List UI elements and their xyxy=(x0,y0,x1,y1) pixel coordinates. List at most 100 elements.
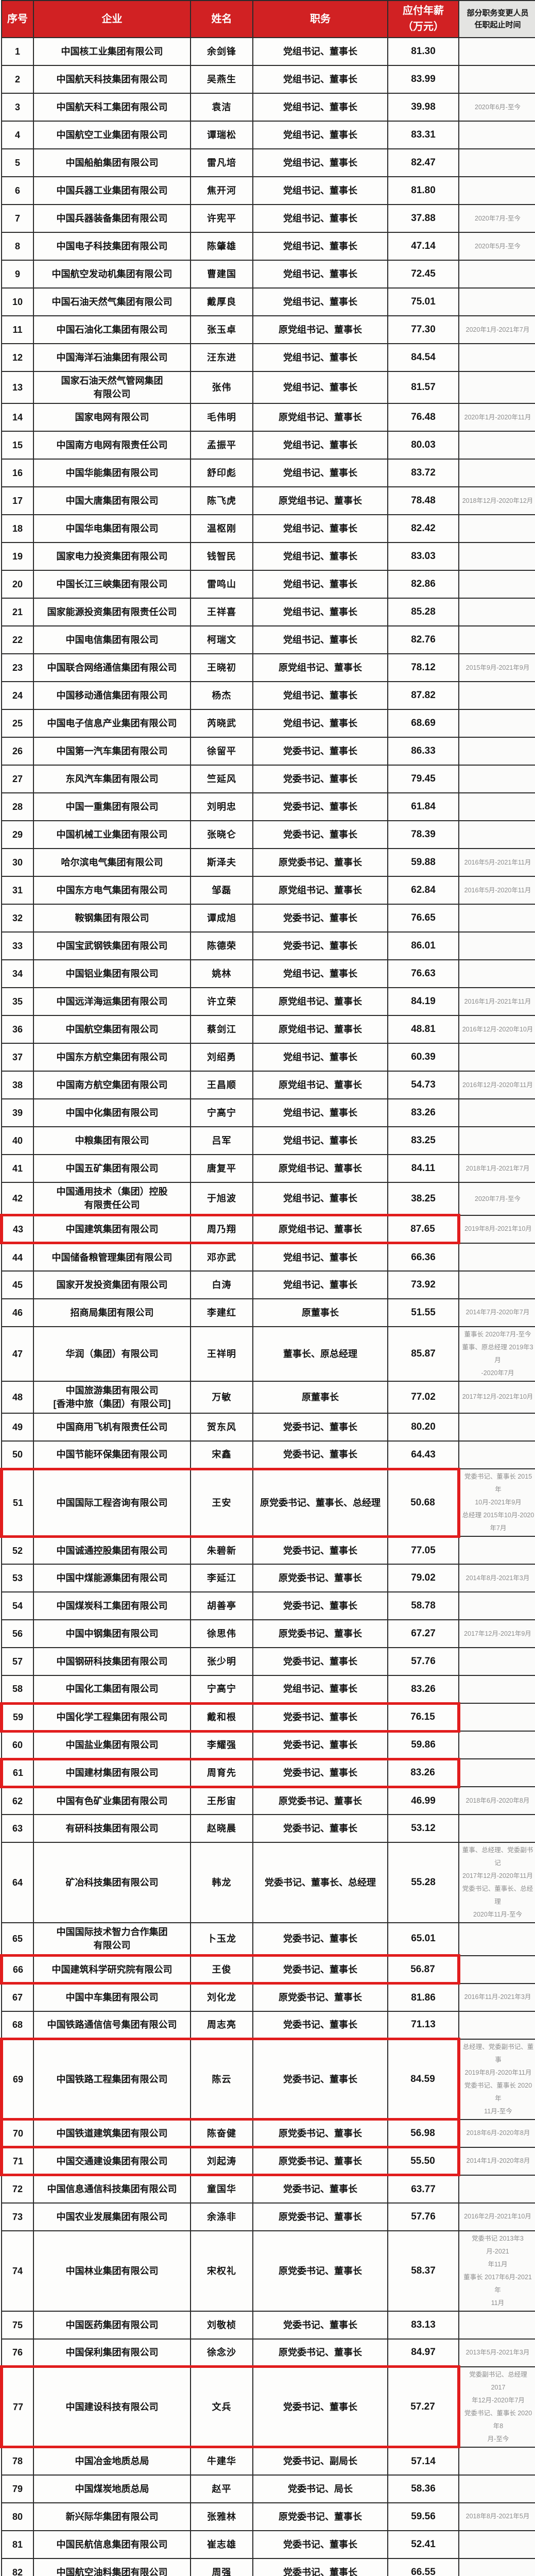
cell-position: 党委书记、董事长 xyxy=(252,1647,388,1676)
header-row: 序号 企业 姓名 职务 应付年薪 （万元） 部分职务变更人员 任职起止时间 xyxy=(1,0,535,38)
cell-position: 原董事长 xyxy=(252,1298,388,1327)
cell-company: 中国中化集团有限公司 xyxy=(33,1098,191,1128)
cell-position: 原党委书记、董事长、总经理 xyxy=(252,1467,388,1538)
cell-salary: 64.43 xyxy=(387,1440,459,1470)
cell-company: 中国移动通信集团有限公司 xyxy=(33,681,191,710)
cell-name: 朱碧新 xyxy=(190,1536,253,1565)
cell-company: 中国兵器装备集团有限公司 xyxy=(33,204,191,233)
cell-company: 中国节能环保集团有限公司 xyxy=(33,1440,191,1470)
cell-company: 中国航天科技集团有限公司 xyxy=(33,65,191,94)
table-row: 14 国家电网有限公司 毛伟明 原党组书记、董事长 76.48 2020年1月-2020年… xyxy=(1,403,535,432)
cell-company: 中国海洋石油集团有限公司 xyxy=(33,343,191,372)
cell-position: 党委书记、董事长 xyxy=(252,2038,388,2121)
cell-seq: 17 xyxy=(1,486,34,516)
cell-position: 原党委书记、董事长 xyxy=(252,848,388,877)
table-row: 81 中国民航信息集团有限公司 崔志雄 党委书记、董事长 52.41 xyxy=(1,2530,535,2559)
cell-company: 中国铝业集团有限公司 xyxy=(33,959,191,989)
cell-seq: 34 xyxy=(1,959,34,989)
cell-salary: 82.76 xyxy=(387,625,459,655)
cell-salary: 83.26 xyxy=(387,1098,459,1128)
cell-position: 党组书记、董事长 xyxy=(252,1182,388,1216)
cell-name: 张玉卓 xyxy=(190,315,253,344)
cell-seq: 5 xyxy=(1,148,34,177)
cell-position: 党委书记、董事长 xyxy=(252,1591,388,1621)
cell-salary: 78.39 xyxy=(387,820,459,850)
cell-salary: 81.57 xyxy=(387,370,459,404)
cell-position: 原党组书记、董事长 xyxy=(252,403,388,432)
cell-position: 党组书记、董事长 xyxy=(252,343,388,372)
table-row: 45 国家开发投资集团有限公司 白涛 党组书记、董事长 73.92 xyxy=(1,1270,535,1299)
table-row: 75 中国医药集团有限公司 刘敬桢 党委书记、董事长 83.13 xyxy=(1,2310,535,2340)
cell-tenure xyxy=(458,765,535,794)
cell-company: 中国华能集团有限公司 xyxy=(33,459,191,488)
cell-name: 焦开河 xyxy=(190,176,253,205)
table-row: 59 中国化学工程集团有限公司 戴和根 党委书记、董事长 76.15 xyxy=(0,1702,535,1733)
cell-company: 中国联合网络通信集团有限公司 xyxy=(33,653,191,683)
cell-name: 吴燕生 xyxy=(190,65,253,94)
cell-salary: 83.13 xyxy=(387,2310,459,2340)
cell-tenure: 党委副书记、总经理 2017 年12月-2020年7月 党委书记、董事长 202… xyxy=(458,2366,535,2448)
cell-seq: 15 xyxy=(1,431,34,460)
cell-salary: 58.37 xyxy=(387,2230,459,2312)
cell-seq: 51 xyxy=(0,1467,34,1538)
cell-position: 党委书记、董事长 xyxy=(252,820,388,850)
cell-tenure xyxy=(458,1270,535,1299)
header-seq: 序号 xyxy=(1,0,34,38)
cell-position: 原党委书记、董事长 xyxy=(252,2502,388,2531)
cell-tenure: 2015年9月-2021年9月 xyxy=(458,653,535,683)
cell-position: 党组书记、董事长 xyxy=(252,204,388,233)
cell-position: 党委书记、董事长 xyxy=(252,765,388,794)
cell-company: 中国南方航空集团有限公司 xyxy=(33,1071,191,1100)
cell-position: 党委书记、董事长 xyxy=(252,2174,388,2204)
cell-salary: 83.25 xyxy=(387,1126,459,1156)
cell-company: 中国建设科技有限公司 xyxy=(33,2365,191,2449)
cell-tenure: 党委书记、董事长 2015年 10月-2021年9月 总经理 2015年10月-… xyxy=(458,1468,535,1537)
cell-tenure: 2016年1月-2021年11月 xyxy=(458,987,535,1016)
cell-position: 原党组书记、董事长 xyxy=(252,876,388,905)
cell-salary: 78.48 xyxy=(387,486,459,516)
cell-salary: 86.01 xyxy=(387,931,459,961)
cell-seq: 9 xyxy=(1,260,34,289)
cell-company: 中国铁路工程集团有限公司 xyxy=(33,2038,191,2121)
cell-salary: 76.15 xyxy=(387,1702,460,1733)
cell-salary: 87.82 xyxy=(387,681,459,710)
cell-seq: 32 xyxy=(1,904,34,933)
cell-name: 牛建华 xyxy=(190,2446,253,2476)
table-row: 63 有研科技集团有限公司 赵晓晨 党委书记、董事长 53.12 xyxy=(1,1814,535,1843)
cell-name: 刘敬桢 xyxy=(190,2310,253,2340)
cell-name: 舒印彪 xyxy=(190,459,253,488)
cell-tenure: 2014年7月-2020年7月 xyxy=(458,1298,535,1327)
cell-name: 徐念沙 xyxy=(190,2338,253,2367)
table-row: 61 中国建材集团有限公司 周育先 党委书记、董事长 83.26 xyxy=(0,1757,535,1788)
cell-position: 党组书记、董事长 xyxy=(252,598,388,627)
cell-name: 杨杰 xyxy=(190,681,253,710)
cell-name: 钱智民 xyxy=(190,542,253,571)
cell-position: 党组书记、董事长 xyxy=(252,1126,388,1156)
cell-salary: 55.50 xyxy=(387,2146,460,2177)
cell-salary: 86.33 xyxy=(387,737,459,766)
cell-seq: 50 xyxy=(1,1440,34,1470)
cell-name: 雷凡培 xyxy=(190,148,253,177)
cell-salary: 82.47 xyxy=(387,148,459,177)
cell-name: 宁高宁 xyxy=(190,1098,253,1128)
table-row: 65 中国国际技术智力合作集团 有限公司 卜玉龙 党委书记、董事长 65.01 xyxy=(1,1922,535,1956)
cell-name: 王安 xyxy=(190,1467,253,1538)
cell-salary: 83.26 xyxy=(387,1757,460,1788)
table-row: 31 中国东方电气集团有限公司 邹磊 原党组书记、董事长 62.84 2016年5月-20… xyxy=(1,876,535,905)
cell-tenure xyxy=(458,2310,535,2340)
cell-seq: 43 xyxy=(0,1214,34,1245)
cell-name: 于旭波 xyxy=(190,1182,253,1216)
cell-name: 戴厚良 xyxy=(190,287,253,316)
cell-salary: 84.59 xyxy=(387,2038,460,2121)
table-row: 28 中国一重集团有限公司 刘明忠 党委书记、董事长 61.84 xyxy=(1,792,535,822)
cell-position: 党组书记、董事长 xyxy=(252,148,388,177)
cell-seq: 26 xyxy=(1,737,34,766)
cell-name: 余涤非 xyxy=(190,2202,253,2231)
table-row: 51 中国国际工程咨询有限公司 王安 原党委书记、董事长、总经理 50.68 党委书记、董… xyxy=(0,1467,535,1538)
cell-company: 中国建材集团有限公司 xyxy=(33,1757,191,1788)
cell-position: 原党组书记、董事长 xyxy=(252,1015,388,1044)
cell-salary: 81.80 xyxy=(387,176,459,205)
cell-tenure: 2016年11月-2021年3月 xyxy=(458,1982,535,2012)
table-row: 77 中国建设科技有限公司 文兵 党委书记、董事长 57.27 党委副书记、总经理 201… xyxy=(0,2365,535,2449)
cell-tenure xyxy=(458,1413,535,1442)
